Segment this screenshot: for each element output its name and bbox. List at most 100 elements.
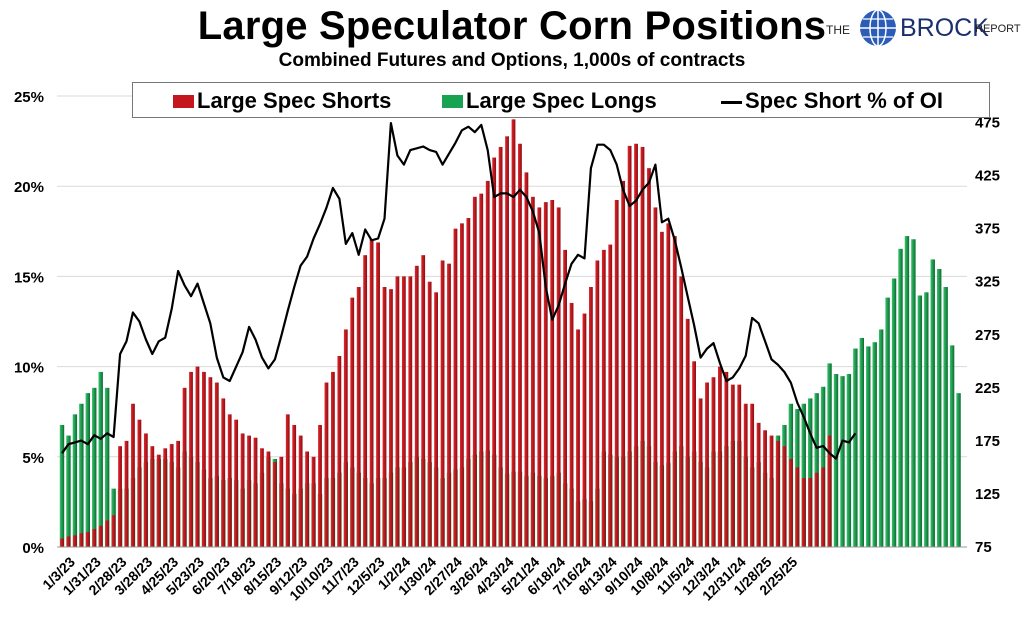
bar-shorts — [576, 329, 580, 547]
bar-longs — [814, 393, 819, 547]
bar-shorts — [776, 440, 780, 547]
left-axis-tick-label: 15% — [14, 269, 44, 286]
bar-shorts — [582, 313, 587, 547]
bar-shorts — [466, 218, 471, 548]
bar-shorts — [227, 414, 232, 547]
bar-shorts — [298, 435, 303, 547]
right-axis-tick-label: 425 — [975, 168, 1000, 185]
bar-shorts — [801, 478, 806, 547]
bar-longs — [917, 295, 923, 547]
bar-longs — [846, 374, 852, 547]
bar-shorts — [85, 532, 90, 547]
bar-shorts — [505, 136, 509, 547]
logo-text-report: REPORT — [975, 23, 1021, 35]
bar-shorts — [118, 446, 122, 547]
bar-shorts — [485, 180, 490, 548]
left-axis-tick-label: 0% — [22, 540, 44, 557]
bar-shorts — [331, 371, 335, 547]
bar-shorts — [498, 146, 503, 548]
bar-shorts — [66, 536, 71, 547]
bar-shorts — [460, 223, 464, 547]
bar-longs — [885, 297, 890, 547]
bar-longs — [859, 337, 864, 547]
bar-shorts — [427, 281, 432, 547]
bar-shorts — [408, 276, 413, 547]
bar-shorts — [356, 287, 361, 547]
bar-longs — [833, 374, 839, 547]
bar-shorts — [795, 467, 800, 547]
bar-shorts — [285, 414, 290, 547]
brock-report-logo: THE BROCK REPORT — [826, 8, 1021, 48]
bar-shorts — [569, 302, 574, 547]
bar-longs — [808, 398, 813, 547]
chart-title: Large Speculator Corn Positions — [197, 4, 827, 48]
left-axis-tick-label: 10% — [14, 360, 44, 377]
bar-shorts — [685, 318, 690, 547]
bar-shorts — [350, 297, 355, 547]
bar-shorts — [363, 255, 368, 548]
bar-shorts — [511, 119, 516, 547]
bar-shorts — [318, 424, 322, 547]
bar-shorts — [711, 377, 716, 547]
bar-shorts — [737, 384, 742, 547]
bar-shorts — [698, 398, 703, 547]
bar-shorts — [111, 515, 116, 547]
bar-shorts — [705, 382, 709, 547]
globe-icon — [860, 9, 896, 47]
bar-shorts — [763, 430, 767, 547]
bar-shorts — [827, 435, 832, 547]
bar-shorts — [79, 533, 84, 547]
bar-shorts — [556, 207, 561, 547]
chart-subtitle: Combined Futures and Options, 1,000s of … — [278, 50, 746, 71]
bar-shorts — [60, 538, 64, 547]
bar-shorts — [743, 403, 748, 547]
right-axis-tick-label: 225 — [975, 380, 1000, 397]
bar-shorts — [156, 454, 161, 547]
bar-shorts — [105, 520, 110, 547]
legend-swatch-shorts — [173, 95, 194, 108]
bar-longs — [66, 435, 71, 547]
bar-shorts — [253, 437, 258, 547]
bar-shorts — [821, 467, 825, 547]
bar-longs — [924, 292, 929, 547]
bar-longs — [866, 346, 871, 547]
bar-longs — [72, 414, 78, 547]
legend-label-longs: Large Spec Longs — [466, 88, 657, 113]
right-axis-tick-label: 475 — [975, 115, 1000, 132]
bar-shorts — [131, 403, 135, 547]
bar-shorts — [234, 419, 239, 547]
bar-shorts — [395, 276, 400, 547]
bar-shorts — [672, 236, 677, 547]
bar-shorts — [305, 451, 309, 547]
bar-shorts — [440, 260, 445, 547]
bar-shorts — [782, 446, 787, 547]
bar-longs — [85, 393, 90, 547]
bar-shorts — [376, 242, 380, 547]
bar-shorts — [272, 462, 277, 547]
bar-shorts — [524, 172, 529, 547]
bar-shorts — [479, 193, 484, 547]
bar-shorts — [98, 525, 103, 547]
bar-shorts — [202, 371, 206, 547]
bar-shorts — [453, 228, 458, 547]
bar-shorts — [647, 168, 651, 547]
bar-longs — [898, 248, 903, 547]
bar-longs — [853, 348, 858, 547]
right-axis-tick-label: 75 — [975, 539, 992, 556]
bar-shorts — [195, 366, 200, 547]
bar-shorts — [240, 433, 245, 547]
bar-longs — [59, 424, 65, 547]
chart-legend: Large Spec Shorts Large Spec Longs Spec … — [132, 82, 990, 118]
bar-shorts — [543, 202, 548, 547]
bar-shorts — [679, 276, 684, 547]
bar-shorts — [472, 196, 477, 547]
bar-shorts — [292, 424, 297, 547]
bar-shorts — [169, 444, 174, 547]
right-axis-tick-label: 325 — [975, 274, 1000, 291]
bar-shorts — [808, 478, 813, 547]
bar-shorts — [343, 329, 348, 547]
logo-text-brock: BROCK — [900, 14, 989, 42]
bar-shorts — [150, 446, 155, 547]
logo-text-the: THE — [826, 23, 850, 37]
